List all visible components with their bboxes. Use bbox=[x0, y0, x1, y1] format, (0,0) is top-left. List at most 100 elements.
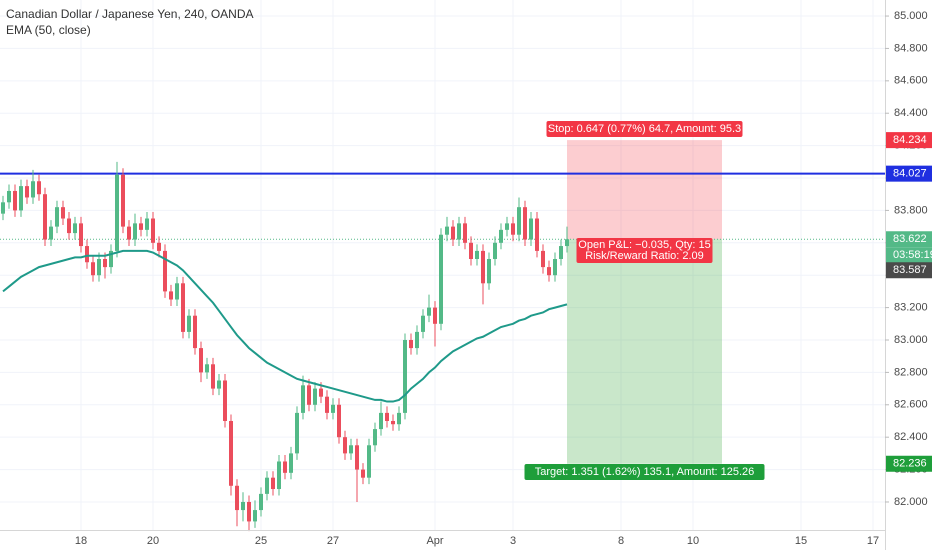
candle-body bbox=[493, 242, 497, 260]
countdown-label: 03:58:19 bbox=[893, 249, 932, 261]
candle-body bbox=[337, 404, 341, 438]
y-tick-label: 82.400 bbox=[894, 431, 928, 443]
candle-body bbox=[445, 226, 449, 235]
candle-body bbox=[235, 485, 239, 511]
ema-line bbox=[2, 249, 568, 403]
y-tick-label: 84.800 bbox=[894, 42, 928, 54]
candle-body bbox=[211, 364, 215, 389]
candle-body bbox=[241, 501, 245, 511]
candle-body bbox=[361, 469, 365, 478]
candle-body bbox=[463, 223, 467, 243]
candle-body bbox=[265, 477, 269, 494]
candle-body bbox=[373, 429, 377, 446]
stop-price-label-box bbox=[886, 132, 932, 149]
candle-body bbox=[523, 207, 527, 240]
candle-body bbox=[415, 331, 419, 349]
pnl-label: Open P&L: −0.035, Qty: 15 bbox=[578, 239, 710, 251]
candle-body bbox=[505, 223, 509, 230]
candle-body bbox=[73, 223, 77, 234]
candle-body bbox=[217, 380, 221, 389]
candle-body bbox=[553, 259, 557, 276]
stop-zone bbox=[567, 140, 722, 240]
candle-body bbox=[271, 477, 275, 490]
candle-body bbox=[127, 226, 131, 240]
target-price-label-box bbox=[886, 455, 932, 472]
hline-price-label-box bbox=[886, 165, 932, 182]
candle-body bbox=[19, 186, 23, 211]
chart-title: Canadian Dollar / Japanese Yen, 240, OAN… bbox=[6, 7, 254, 21]
candle-body bbox=[139, 223, 143, 230]
candle-body bbox=[565, 239, 569, 247]
target-label-box bbox=[524, 464, 765, 480]
candle-body bbox=[13, 190, 17, 211]
axes: 82.00082.20082.40082.60082.80083.00083.2… bbox=[75, 10, 932, 547]
y-tick-label: 82.600 bbox=[894, 399, 928, 411]
candle-body bbox=[61, 207, 65, 219]
candle-body bbox=[193, 315, 197, 349]
candle-body bbox=[253, 510, 257, 522]
candle-body bbox=[475, 250, 479, 260]
candle-body bbox=[313, 388, 317, 405]
grid bbox=[0, 0, 885, 530]
candle-body bbox=[319, 388, 323, 397]
candle-body bbox=[133, 223, 137, 240]
candle-body bbox=[547, 267, 551, 276]
candle-body bbox=[427, 307, 431, 316]
candle-body bbox=[259, 493, 263, 511]
plot: Stop: 0.647 (0.77%) 64.7, Amount: 95.3 Op… bbox=[0, 121, 885, 532]
candle-body bbox=[391, 420, 395, 425]
candle-body bbox=[121, 174, 125, 227]
candle-body bbox=[529, 218, 533, 240]
candle-body bbox=[349, 445, 353, 454]
candle-body bbox=[223, 380, 227, 421]
candle-body bbox=[433, 307, 437, 324]
rr-label: Risk/Reward Ratio: 2.09 bbox=[585, 250, 704, 262]
target-label: Target: 1.351 (1.62%) 135.1, Amount: 125… bbox=[535, 466, 755, 478]
candle-body bbox=[325, 396, 329, 413]
y-tick-label: 84.400 bbox=[894, 107, 928, 119]
candle-body bbox=[163, 250, 167, 292]
hline-price-label: 84.027 bbox=[893, 168, 927, 180]
y-tick-label: 84.600 bbox=[894, 75, 928, 87]
y-tick-label: 83.800 bbox=[894, 204, 928, 216]
candle-body bbox=[79, 223, 83, 247]
candle-body bbox=[247, 501, 251, 522]
last-price-label: 83.622 bbox=[893, 233, 927, 245]
candle-body bbox=[499, 229, 503, 243]
candle-body bbox=[403, 339, 407, 413]
candle-body bbox=[511, 223, 515, 235]
x-tick-label: 10 bbox=[687, 535, 699, 547]
candle-body bbox=[307, 385, 311, 405]
candle-body bbox=[181, 283, 185, 332]
candle-body bbox=[151, 218, 155, 243]
pnl-box bbox=[576, 238, 713, 263]
candle-body bbox=[331, 404, 335, 413]
x-tick-label: 17 bbox=[867, 535, 879, 547]
candle-body bbox=[487, 259, 491, 284]
x-tick-label: 18 bbox=[75, 535, 87, 547]
x-tick-label: 3 bbox=[510, 535, 516, 547]
stop-label: Stop: 0.647 (0.77%) 64.7, Amount: 95.3 bbox=[548, 123, 741, 135]
candle-body bbox=[85, 246, 89, 263]
target-zone bbox=[567, 239, 722, 464]
stop-price-label: 84.234 bbox=[893, 134, 927, 146]
candle-body bbox=[559, 246, 563, 260]
candle-body bbox=[397, 412, 401, 425]
marker-price-label: 83.587 bbox=[893, 264, 927, 276]
candle-body bbox=[145, 218, 149, 230]
candle-body bbox=[55, 207, 59, 227]
x-tick-label: Apr bbox=[426, 535, 443, 547]
candle-body bbox=[49, 226, 53, 240]
candle-body bbox=[517, 207, 521, 235]
candle-body bbox=[283, 461, 287, 473]
candle-body bbox=[469, 242, 473, 260]
candle-body bbox=[481, 250, 485, 284]
candle-body bbox=[409, 339, 413, 349]
y-tick-label: 85.000 bbox=[894, 10, 928, 22]
candle-body bbox=[1, 202, 5, 214]
candle-body bbox=[67, 218, 71, 234]
candle-body bbox=[379, 412, 383, 430]
candle-body bbox=[37, 181, 41, 195]
candle-body bbox=[7, 190, 11, 203]
